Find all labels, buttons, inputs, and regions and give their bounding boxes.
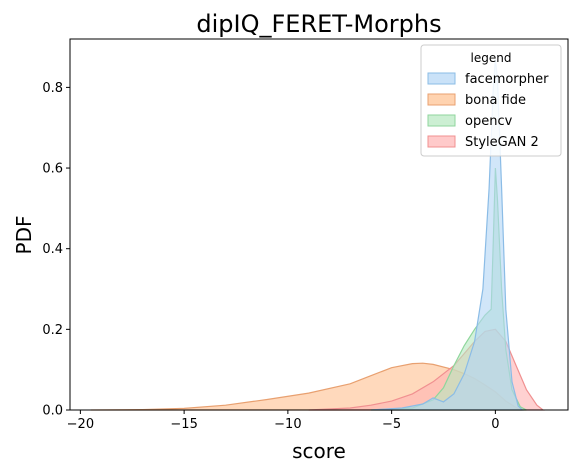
legend-label-bona-fide: bona fide bbox=[465, 93, 526, 108]
y-tick-label: 0.8 bbox=[42, 81, 63, 96]
y-tick-label: 0.0 bbox=[42, 404, 63, 419]
legend: legend facemorpher bona fide opencv StyleGAN… bbox=[420, 44, 562, 157]
legend-swatch-facemorpher bbox=[427, 72, 456, 85]
y-tick-label: 0.4 bbox=[42, 242, 63, 257]
x-tick-label: −20 bbox=[67, 417, 94, 432]
legend-label-facemorpher: facemorpher bbox=[465, 72, 549, 87]
x-tick-label: −5 bbox=[382, 417, 401, 432]
legend-swatch-stylegan-2 bbox=[427, 135, 456, 148]
y-axis-label: PDF bbox=[12, 216, 36, 255]
x-tick-label: −10 bbox=[274, 417, 301, 432]
plot-frame bbox=[69, 38, 569, 411]
series-area-facemorpher bbox=[370, 59, 524, 411]
legend-swatch-bona-fide bbox=[427, 93, 456, 106]
y-tick-label: 0.2 bbox=[42, 323, 63, 338]
x-tick-label: −15 bbox=[170, 417, 197, 432]
legend-title: legend bbox=[471, 51, 512, 65]
x-tick-label: 0 bbox=[491, 417, 499, 432]
chart-title: dipIQ_FERET-Morphs bbox=[196, 10, 441, 38]
y-tick-label: 0.6 bbox=[42, 162, 63, 177]
x-axis-label: score bbox=[292, 439, 346, 463]
y-axis: 0.0 0.2 0.4 0.6 0.8 bbox=[42, 81, 70, 419]
legend-box bbox=[420, 44, 562, 157]
x-axis: −20 −15 −10 −5 0 bbox=[67, 410, 500, 432]
legend-label-stylegan-2: StyleGAN 2 bbox=[465, 135, 539, 150]
legend-swatch-opencv bbox=[427, 114, 456, 127]
legend-label-opencv: opencv bbox=[465, 114, 513, 129]
